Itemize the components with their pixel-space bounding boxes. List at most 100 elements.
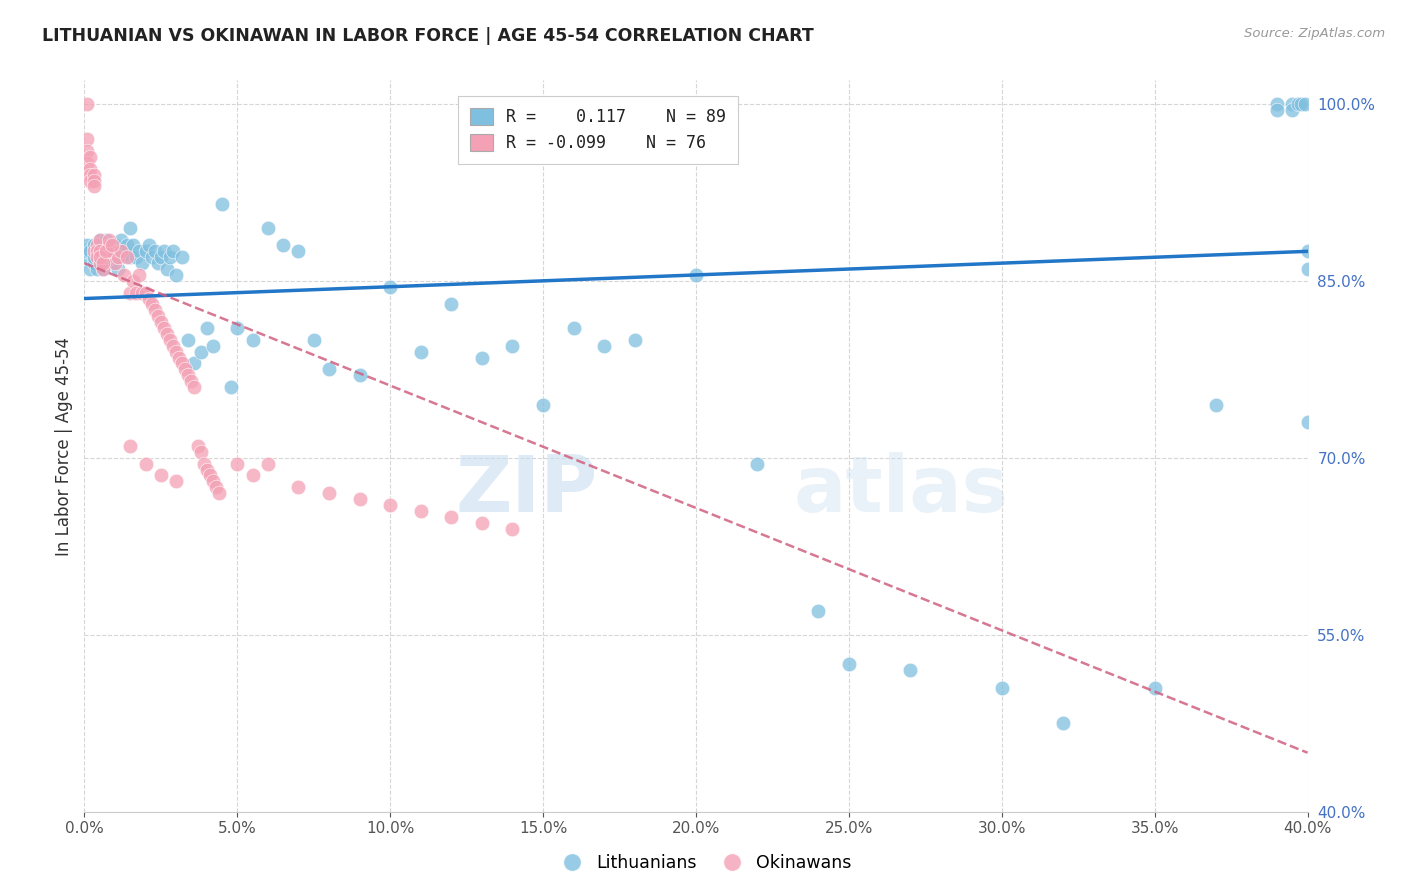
Point — [162, 339, 184, 353]
Point — [211, 197, 233, 211]
Point — [115, 250, 138, 264]
Point — [94, 250, 117, 264]
Point — [502, 339, 524, 353]
Point — [76, 244, 98, 259]
Point — [201, 339, 224, 353]
Text: LITHUANIAN VS OKINAWAN IN LABOR FORCE | AGE 45-54 CORRELATION CHART: LITHUANIAN VS OKINAWAN IN LABOR FORCE | … — [42, 27, 814, 45]
Point — [156, 326, 179, 341]
Point — [149, 250, 172, 264]
Point — [162, 244, 184, 259]
Point — [86, 244, 108, 259]
Point — [593, 339, 616, 353]
Point — [112, 244, 135, 259]
Point — [76, 250, 98, 264]
Point — [1052, 716, 1074, 731]
Point — [91, 244, 114, 259]
Point — [1143, 681, 1166, 695]
Point — [146, 256, 169, 270]
Point — [198, 468, 221, 483]
Point — [79, 244, 101, 259]
Point — [97, 238, 120, 252]
Point — [97, 250, 120, 264]
Point — [120, 439, 142, 453]
Point — [747, 457, 769, 471]
Point — [89, 233, 111, 247]
Point — [471, 516, 494, 530]
Point — [685, 268, 707, 282]
Point — [440, 297, 463, 311]
Point — [177, 333, 200, 347]
Point — [1281, 96, 1303, 111]
Point — [89, 250, 111, 264]
Point — [141, 297, 163, 311]
Point — [440, 509, 463, 524]
Point — [122, 274, 145, 288]
Point — [141, 250, 163, 264]
Point — [287, 480, 309, 494]
Point — [287, 244, 309, 259]
Point — [226, 457, 249, 471]
Point — [89, 256, 111, 270]
Point — [107, 244, 129, 259]
Point — [172, 356, 194, 370]
Point — [86, 262, 108, 277]
Point — [562, 321, 585, 335]
Point — [76, 238, 98, 252]
Point — [135, 285, 157, 300]
Point — [201, 475, 224, 489]
Point — [135, 457, 157, 471]
Point — [349, 492, 371, 507]
Point — [128, 268, 150, 282]
Point — [143, 303, 166, 318]
Point — [165, 475, 187, 489]
Point — [122, 238, 145, 252]
Point — [131, 285, 153, 300]
Point — [205, 480, 228, 494]
Point — [159, 333, 181, 347]
Point — [101, 244, 124, 259]
Point — [193, 457, 215, 471]
Point — [1286, 96, 1309, 111]
Point — [257, 220, 280, 235]
Point — [257, 457, 280, 471]
Point — [153, 321, 176, 335]
Point — [159, 250, 181, 264]
Point — [101, 238, 124, 252]
Point — [89, 250, 111, 264]
Point — [138, 238, 160, 252]
Point — [502, 522, 524, 536]
Point — [110, 233, 132, 247]
Point — [91, 256, 114, 270]
Point — [120, 220, 142, 235]
Point — [190, 344, 212, 359]
Point — [107, 250, 129, 264]
Point — [1265, 103, 1288, 117]
Point — [242, 468, 264, 483]
Point — [138, 292, 160, 306]
Point — [146, 310, 169, 324]
Point — [1294, 96, 1316, 111]
Point — [131, 256, 153, 270]
Point — [167, 351, 190, 365]
Point — [91, 262, 114, 277]
Point — [183, 380, 205, 394]
Point — [83, 250, 105, 264]
Point — [165, 344, 187, 359]
Point — [76, 144, 98, 158]
Point — [172, 250, 194, 264]
Point — [183, 356, 205, 370]
Point — [86, 250, 108, 264]
Point — [318, 362, 340, 376]
Point — [409, 344, 432, 359]
Point — [1296, 262, 1319, 277]
Point — [991, 681, 1014, 695]
Point — [195, 321, 218, 335]
Point — [79, 262, 101, 277]
Point — [165, 268, 187, 282]
Point — [624, 333, 647, 347]
Point — [89, 244, 111, 259]
Point — [143, 244, 166, 259]
Point — [79, 173, 101, 187]
Point — [135, 244, 157, 259]
Point — [156, 262, 179, 277]
